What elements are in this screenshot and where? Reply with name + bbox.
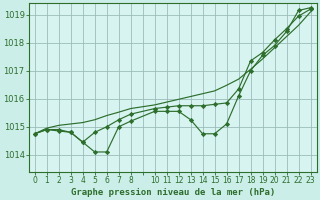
X-axis label: Graphe pression niveau de la mer (hPa): Graphe pression niveau de la mer (hPa) [70,188,275,197]
